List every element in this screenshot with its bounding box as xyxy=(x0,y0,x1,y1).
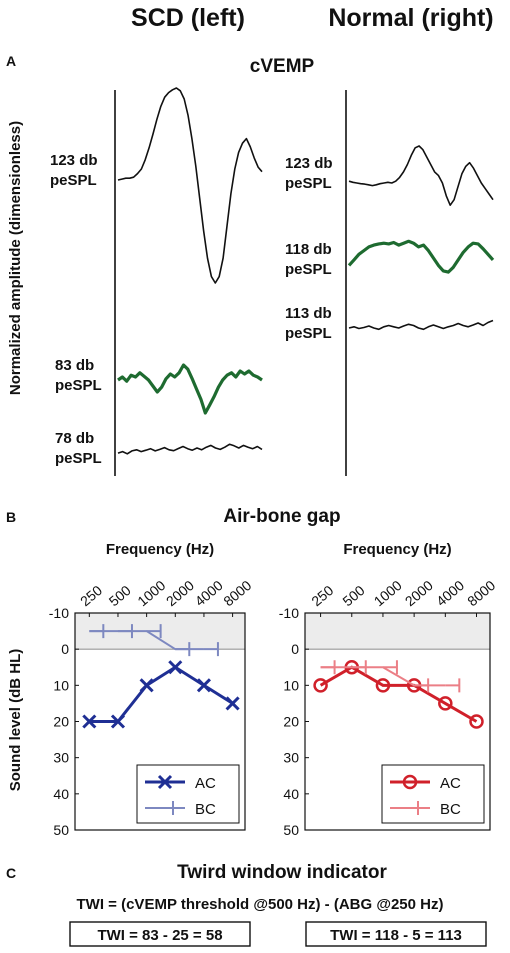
left-column-title: SCD (left) xyxy=(131,4,245,32)
abg-right-ytick-label: 10 xyxy=(283,677,299,693)
abg-right-bc-point xyxy=(320,660,336,675)
abg-right-series-bc-line xyxy=(320,666,446,687)
abg-left-ac-point xyxy=(110,714,126,729)
abg-left-bc-point xyxy=(117,624,133,639)
cvemp-left-trace-label-unit: peSPL xyxy=(50,172,97,189)
cvemp-left-trace-label-unit: peSPL xyxy=(55,450,102,467)
abg-right-xlabel: Frequency (Hz) xyxy=(343,541,451,558)
twi-formula: TWI = (cVEMP threshold @500 Hz) - (ABG @… xyxy=(77,896,444,913)
abg-right-xtick-label: 250 xyxy=(308,582,336,609)
abg-left-xtick-label: 4000 xyxy=(192,577,226,609)
abg-left-legend-box xyxy=(136,764,240,824)
panel-b-title: Air-bone gap xyxy=(223,506,340,527)
abg-right-ac-point xyxy=(438,696,453,711)
abg-left-bc-point xyxy=(146,624,162,639)
abg-right-xtick-label: 1000 xyxy=(371,577,405,609)
abg-left-xtick-label: 250 xyxy=(77,582,105,609)
abg-left-ytick-label: 50 xyxy=(53,822,69,838)
cvemp-right-trace-label-level: 123 db xyxy=(285,155,333,172)
abg-right-bc-point xyxy=(351,660,367,675)
abg-left-legend-marker xyxy=(157,774,173,790)
abg-right-ytick-label: 30 xyxy=(283,750,299,766)
panel-b-letter: B xyxy=(6,509,16,525)
abg-left-xtick-label: 1000 xyxy=(134,577,168,609)
abg-right-legend-marker xyxy=(402,774,418,790)
abg-left-xlabel: Frequency (Hz) xyxy=(106,541,214,558)
abg-left-xtick-label: 8000 xyxy=(220,577,254,609)
abg-left-legend-label: BC xyxy=(195,801,216,818)
abg-left-ytick-label: 30 xyxy=(53,750,69,766)
abg-left-ac-point xyxy=(225,696,240,711)
abg-left-ytick-label: 10 xyxy=(53,677,69,693)
abg-right-ytick-label: 40 xyxy=(283,786,299,802)
cvemp-right-trace-1 xyxy=(347,239,495,274)
abg-right-legend-label: BC xyxy=(440,801,461,818)
cvemp-right-trace-2 xyxy=(348,319,494,331)
abg-left-xtick-label: 500 xyxy=(106,582,134,609)
abg-left-ytick-label: -10 xyxy=(49,605,69,621)
panel-a-letter: A xyxy=(6,53,16,69)
cvemp-left-trace-0 xyxy=(117,87,263,284)
cvemp-left-trace-2 xyxy=(117,443,263,455)
abg-left-legend-label: AC xyxy=(195,775,216,792)
cvemp-right-trace-label-level: 113 db xyxy=(285,305,332,322)
abg-left-ytick-label: 20 xyxy=(53,714,69,730)
abg-left-ytick-label: 0 xyxy=(61,641,69,657)
abg-right-xtick-label: 500 xyxy=(339,582,367,609)
abg-right-xtick-label: 4000 xyxy=(433,577,467,609)
cvemp-left-trace-label-unit: peSPL xyxy=(55,377,102,394)
abg-left-xtick-label: 2000 xyxy=(163,577,197,609)
panel-a-title: cVEMP xyxy=(250,56,315,77)
cvemp-left-trace-label-level: 83 db xyxy=(55,357,94,374)
abg-right-shaded-band xyxy=(305,613,490,650)
abg-right-xtick-label: 8000 xyxy=(464,577,498,609)
left-result-text: TWI = 83 - 25 = 58 xyxy=(97,927,222,944)
cvemp-right-trace-label-unit: peSPL xyxy=(285,175,332,192)
abg-right-bc-point xyxy=(445,678,461,693)
abg-right-ac-point xyxy=(375,678,391,693)
cvemp-left-trace-1 xyxy=(117,363,263,415)
abg-left-bc-point xyxy=(203,642,219,657)
panel-a-ylabel: Normalized amplitude (dimensionless) xyxy=(7,121,24,395)
cvemp-right-trace-label-unit: peSPL xyxy=(285,325,332,342)
abg-left-ac-point xyxy=(196,678,211,693)
abg-right-bc-point xyxy=(382,660,398,675)
right-result-text: TWI = 118 - 5 = 113 xyxy=(330,927,462,944)
cvemp-right-trace-label-level: 118 db xyxy=(285,241,332,258)
abg-right-ytick-label: -10 xyxy=(279,605,299,621)
left-result-box xyxy=(69,921,251,947)
abg-left-ac-point xyxy=(139,678,154,693)
cvemp-right-plot: 123 db peSPL 118 db peSPL 113 db peSPL xyxy=(285,145,495,342)
abg-right-legend-label: AC xyxy=(440,775,461,792)
cvemp-right-trace-0 xyxy=(348,145,494,206)
cvemp-left-trace-label-level: 78 db xyxy=(55,430,94,447)
right-column-title: Normal (right) xyxy=(328,4,493,32)
abg-right-bc-point xyxy=(414,678,430,693)
abg-right-ytick-label: 50 xyxy=(283,822,299,838)
abg-left-bc-point xyxy=(175,642,191,657)
abg-left-bc-point xyxy=(89,624,105,639)
cvemp-right-trace-label-unit: peSPL xyxy=(285,261,332,278)
abg-left-series-ac-line xyxy=(89,665,234,723)
abg-left-ac-point xyxy=(82,714,97,729)
right-result-box xyxy=(305,921,487,947)
abg-right-xtick-label: 2000 xyxy=(402,577,436,609)
panel-c-letter: C xyxy=(6,865,16,881)
abg-right-ytick-label: 0 xyxy=(291,641,299,657)
panel-c-title: Twird window indicator xyxy=(177,862,387,883)
cvemp-left-trace-label-level: 123 db xyxy=(50,152,98,169)
abg-left-ytick-label: 40 xyxy=(53,786,69,802)
cvemp-left-plot: 123 db peSPL 83 db peSPL 78 db peSPL xyxy=(50,87,263,467)
abg-left-ylabel: Sound level (dB HL) xyxy=(7,649,24,792)
abg-left-ac-point xyxy=(168,660,183,675)
abg-right-ytick-label: 20 xyxy=(283,714,299,730)
abg-right-ac-point xyxy=(313,678,328,693)
abg-right-legend-box xyxy=(381,764,485,824)
abg-right-ac-point xyxy=(469,714,484,729)
